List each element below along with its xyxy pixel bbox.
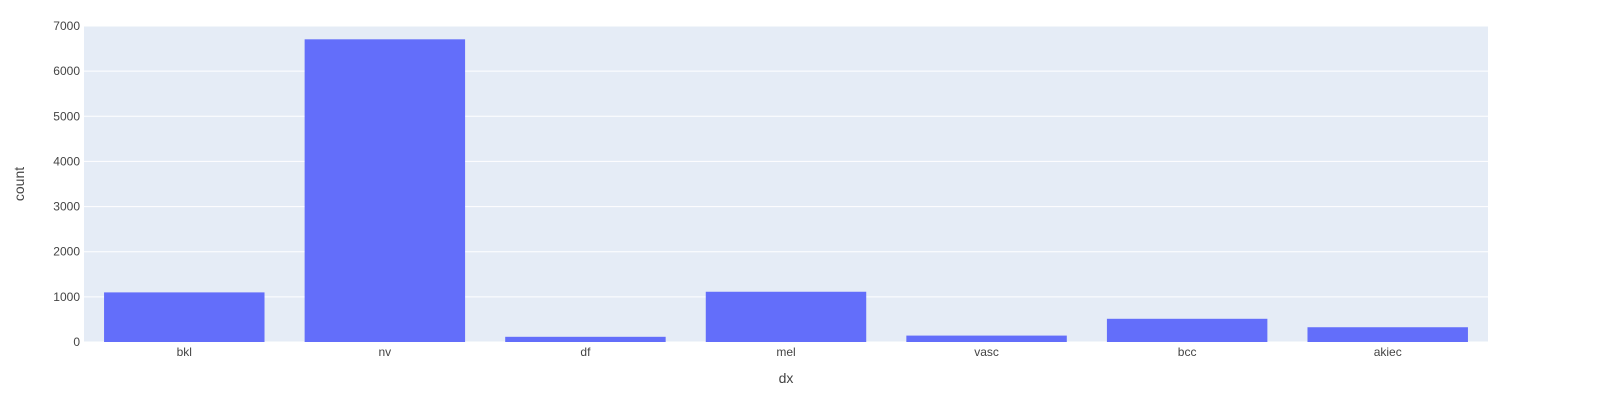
- x-tick-label-bcc: bcc: [1178, 345, 1197, 359]
- bar-bkl[interactable]: [104, 292, 265, 342]
- y-tick-label: 7000: [53, 19, 80, 33]
- bar-bcc[interactable]: [1106, 318, 1268, 342]
- y-tick-label: 6000: [53, 64, 80, 78]
- x-axis-ticks: bkl nv df mel vasc bcc akiec: [177, 345, 1402, 359]
- x-tick-label-vasc: vasc: [974, 345, 999, 359]
- bar-nv[interactable]: [304, 39, 466, 343]
- y-axis-ticks: 0 1000 2000 3000 4000 5000 6000 7000: [53, 19, 80, 349]
- x-tick-label-df: df: [580, 345, 591, 359]
- bar-df[interactable]: [505, 336, 666, 342]
- x-tick-label-bkl: bkl: [177, 345, 192, 359]
- y-tick-label: 2000: [53, 245, 80, 259]
- x-tick-label-akiec: akiec: [1374, 345, 1402, 359]
- y-axis-title: count: [11, 167, 27, 201]
- y-tick-label: 5000: [53, 109, 80, 123]
- y-tick-label: 1000: [53, 290, 80, 304]
- y-tick-label: 4000: [53, 154, 80, 168]
- bar-akiec[interactable]: [1307, 327, 1468, 342]
- bar-vasc[interactable]: [906, 335, 1067, 342]
- bars: [104, 39, 1468, 343]
- y-tick-label: 0: [73, 335, 80, 349]
- x-axis-title: dx: [779, 370, 794, 386]
- y-tick-label: 3000: [53, 200, 80, 214]
- bar-mel[interactable]: [705, 291, 867, 342]
- x-tick-label-mel: mel: [776, 345, 795, 359]
- x-tick-label-nv: nv: [379, 345, 392, 359]
